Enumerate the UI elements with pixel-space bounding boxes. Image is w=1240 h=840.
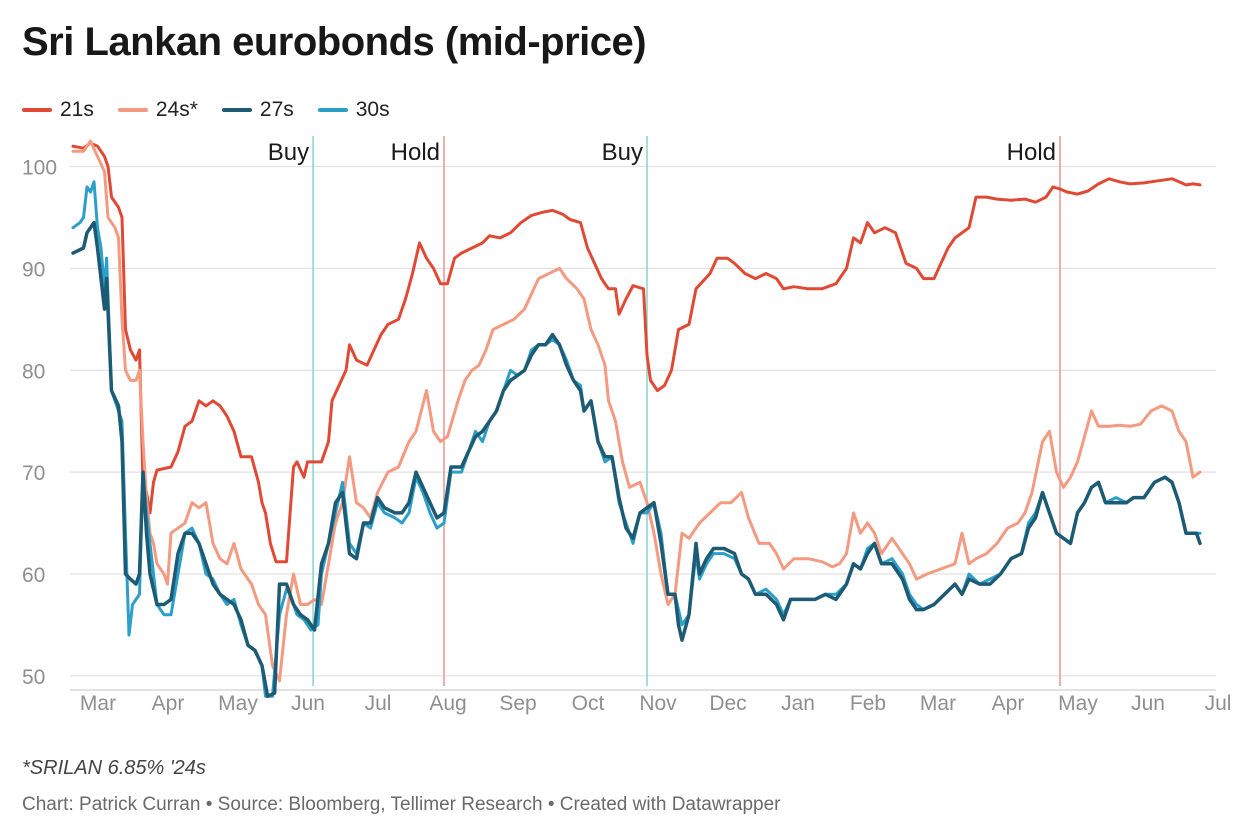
legend-swatch-24s <box>117 108 148 112</box>
legend-label-30s: 30s <box>355 98 390 121</box>
x-tick-label: Apr <box>152 692 185 715</box>
legend-item-21s: 21s <box>22 98 94 122</box>
x-tick-label: Jun <box>1131 692 1165 715</box>
line-chart: 50 60 70 80 90 100 Mar Apr May Jun Jul Aug Sep Oct Nov… <box>22 136 1232 715</box>
chart-title: Sri Lankan eurobonds (mid-price) <box>22 20 647 64</box>
x-tick-label: Feb <box>850 692 886 715</box>
x-tick-label: Sep <box>499 692 536 715</box>
x-tick-label: May <box>218 692 258 715</box>
annotation-label-hold: Hold <box>1007 139 1056 166</box>
annotation-label-hold: Hold <box>391 139 440 166</box>
chart-legend: 21s 24s* 27s 30s <box>22 98 390 122</box>
x-tick-label: Nov <box>639 692 677 715</box>
source-credit: Chart: Patrick Curran • Source: Bloomber… <box>22 794 781 815</box>
y-tick-label: 100 <box>22 157 57 180</box>
y-tick-label: 50 <box>22 666 45 689</box>
x-tick-label: Oct <box>572 692 605 715</box>
legend-label-27s: 27s <box>259 98 294 121</box>
x-tick-label: Dec <box>709 692 746 715</box>
y-tick-label: 80 <box>22 360 45 383</box>
x-tick-label: Apr <box>992 692 1025 715</box>
series-line-24s <box>71 139 1202 683</box>
legend-label-24s: 24s* <box>155 98 198 121</box>
x-tick-label: Jul <box>365 692 392 715</box>
legend-item-24s: 24s* <box>117 98 198 122</box>
series-line-27s <box>71 220 1202 698</box>
x-tick-label: Jan <box>781 692 815 715</box>
y-tick-label: 90 <box>22 258 45 281</box>
annotation-label-buy: Buy <box>602 139 643 166</box>
legend-item-27s: 27s <box>221 98 294 122</box>
x-tick-label: May <box>1058 692 1098 715</box>
y-tick-label: 70 <box>22 462 45 485</box>
x-tick-label: Mar <box>80 692 116 715</box>
legend-label-21s: 21s <box>60 98 94 121</box>
legend-item-30s: 30s <box>317 98 390 122</box>
legend-swatch-27s <box>221 108 252 112</box>
x-tick-label: Jul <box>1205 692 1232 715</box>
x-tick-label: Jun <box>291 692 325 715</box>
x-tick-label: Mar <box>920 692 956 715</box>
y-tick-label: 60 <box>22 564 45 587</box>
series-line-21s <box>71 141 1202 564</box>
legend-swatch-30s <box>317 108 348 112</box>
footnote: *SRILAN 6.85% '24s <box>22 757 206 779</box>
annotation-label-buy: Buy <box>268 139 309 166</box>
legend-swatch-21s <box>22 108 52 112</box>
x-tick-label: Aug <box>429 692 466 715</box>
